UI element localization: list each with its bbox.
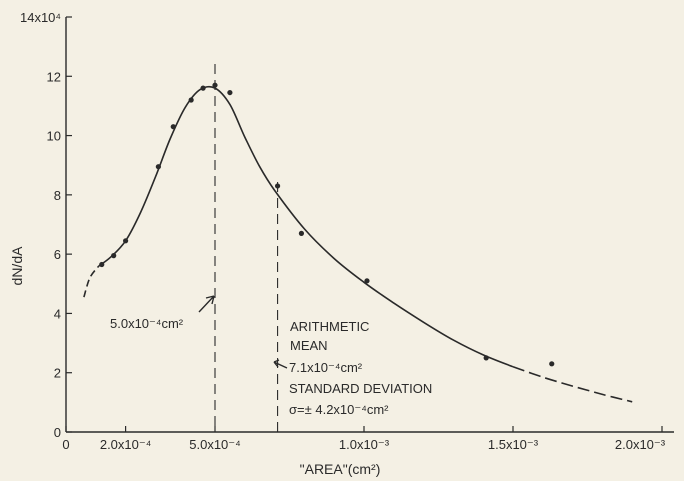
data-point — [123, 238, 129, 244]
curve-left-tail — [83, 265, 100, 298]
y-tick-label: 14x10⁴ — [20, 10, 61, 25]
mean-arrow — [273, 359, 288, 369]
tick-labels: 0 2 4 6 8 10 12 14x10⁴ 0 2.0x10⁻⁴ 5.0x10⁻⁴ 1.0x10⁻³… — [20, 10, 666, 452]
axes — [65, 17, 674, 433]
data-point — [170, 124, 176, 130]
y-tick-label: 8 — [54, 188, 61, 203]
data-point — [200, 85, 206, 91]
mean-title-line-2: MEAN — [290, 338, 328, 353]
y-axis-label: dN/dA — [9, 246, 25, 286]
x-axis-label: "AREA"(cm²) — [300, 461, 381, 477]
sd-value-annotation: σ=± 4.2x10⁻⁴cm² — [289, 402, 389, 417]
curve-main — [98, 85, 514, 368]
sd-title-annotation: STANDARD DEVIATION — [289, 381, 432, 396]
y-tick-label: 6 — [54, 247, 61, 262]
data-point — [188, 97, 194, 103]
x-tick-label: 1.5x10⁻³ — [488, 437, 539, 452]
data-point — [99, 261, 105, 268]
fitted-curve — [83, 85, 633, 403]
y-tick-label: 2 — [54, 366, 61, 381]
x-tick-label: 2.0x10⁻³ — [615, 437, 666, 452]
x-tick-label: 1.0x10⁻³ — [339, 437, 390, 452]
y-tick-label: 10 — [47, 129, 61, 144]
data-point — [364, 278, 370, 284]
mode-annotation: 5.0x10⁻⁴cm² — [110, 316, 184, 331]
data-point — [549, 361, 555, 367]
curve-right-tail — [512, 366, 633, 403]
y-tick-label: 4 — [54, 306, 61, 321]
y-tick-label: 0 — [54, 425, 61, 440]
data-point — [298, 230, 305, 236]
reference-lines — [214, 64, 279, 432]
x-tick-label: 5.0x10⁻⁴ — [189, 437, 240, 452]
data-point — [483, 355, 489, 361]
mean-title-line-1: ARITHMETIC — [290, 319, 369, 334]
data-point — [155, 164, 161, 170]
y-tick-label: 12 — [47, 69, 61, 84]
x-tick-label: 0 — [62, 437, 69, 452]
mode-arrow — [198, 295, 215, 313]
mean-value-annotation: 7.1x10⁻⁴cm² — [289, 360, 363, 375]
data-point — [227, 89, 233, 96]
data-point — [274, 183, 281, 189]
x-tick-label: 2.0x10⁻⁴ — [100, 437, 151, 452]
data-point — [212, 82, 218, 88]
data-points — [99, 82, 555, 367]
data-point — [111, 253, 117, 259]
